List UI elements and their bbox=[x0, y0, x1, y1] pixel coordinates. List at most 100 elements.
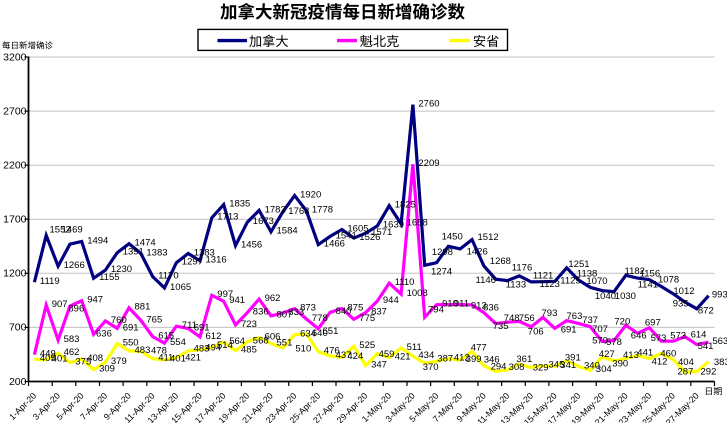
svg-text:412: 412 bbox=[652, 357, 668, 368]
svg-text:424: 424 bbox=[347, 351, 363, 362]
svg-text:634: 634 bbox=[300, 329, 316, 340]
svg-text:511: 511 bbox=[407, 342, 422, 353]
svg-text:2760: 2760 bbox=[418, 99, 439, 110]
svg-text:1119: 1119 bbox=[40, 276, 60, 287]
svg-text:778: 778 bbox=[312, 313, 328, 324]
svg-text:737: 737 bbox=[582, 315, 598, 326]
svg-text:427: 427 bbox=[599, 349, 615, 360]
svg-text:935: 935 bbox=[673, 298, 689, 309]
svg-text:573: 573 bbox=[670, 331, 686, 342]
svg-text:872: 872 bbox=[698, 305, 714, 316]
svg-text:912: 912 bbox=[471, 300, 487, 311]
svg-text:370: 370 bbox=[423, 362, 439, 373]
svg-text:401: 401 bbox=[170, 354, 186, 365]
svg-text:292: 292 bbox=[701, 366, 717, 377]
svg-text:1782: 1782 bbox=[265, 204, 286, 215]
svg-text:1012: 1012 bbox=[673, 286, 694, 297]
svg-text:837: 837 bbox=[371, 307, 387, 318]
svg-text:1008: 1008 bbox=[407, 288, 428, 299]
svg-text:1713: 1713 bbox=[217, 212, 238, 223]
svg-text:807: 807 bbox=[277, 310, 293, 321]
svg-text:1268: 1268 bbox=[490, 256, 511, 267]
svg-text:1121: 1121 bbox=[533, 270, 553, 281]
svg-text:483: 483 bbox=[194, 343, 210, 354]
svg-text:1605: 1605 bbox=[347, 223, 368, 234]
svg-text:1170: 1170 bbox=[158, 271, 178, 282]
svg-text:485: 485 bbox=[241, 345, 257, 356]
svg-text:1825: 1825 bbox=[395, 200, 416, 211]
svg-text:2700: 2700 bbox=[3, 105, 27, 117]
svg-text:399: 399 bbox=[466, 354, 482, 365]
svg-text:412: 412 bbox=[454, 353, 470, 364]
svg-text:564: 564 bbox=[229, 336, 245, 347]
svg-text:340: 340 bbox=[584, 360, 600, 371]
svg-text:346: 346 bbox=[484, 355, 500, 366]
svg-text:379: 379 bbox=[111, 356, 127, 367]
svg-text:383: 383 bbox=[714, 357, 727, 368]
svg-text:2200: 2200 bbox=[3, 160, 27, 172]
svg-text:748: 748 bbox=[504, 313, 520, 324]
svg-text:836: 836 bbox=[483, 303, 499, 314]
svg-text:387: 387 bbox=[437, 353, 453, 364]
svg-text:1078: 1078 bbox=[658, 275, 679, 286]
svg-text:462: 462 bbox=[64, 347, 80, 358]
svg-text:1030: 1030 bbox=[615, 291, 636, 302]
svg-text:308: 308 bbox=[509, 362, 525, 373]
svg-text:477: 477 bbox=[471, 343, 487, 354]
svg-text:997: 997 bbox=[217, 289, 233, 300]
svg-text:1673: 1673 bbox=[253, 216, 274, 227]
svg-text:1274: 1274 bbox=[431, 266, 452, 277]
svg-text:345: 345 bbox=[549, 360, 565, 371]
svg-text:706: 706 bbox=[528, 326, 544, 337]
svg-text:911: 911 bbox=[454, 299, 469, 310]
svg-text:697: 697 bbox=[645, 317, 661, 328]
svg-text:1266: 1266 bbox=[64, 260, 85, 271]
svg-text:570: 570 bbox=[592, 335, 608, 346]
svg-text:763: 763 bbox=[567, 311, 583, 322]
svg-text:1526: 1526 bbox=[359, 232, 380, 243]
svg-text:1768: 1768 bbox=[288, 206, 309, 217]
svg-text:550: 550 bbox=[123, 338, 139, 349]
svg-text:525: 525 bbox=[359, 340, 375, 351]
svg-text:1070: 1070 bbox=[586, 276, 607, 287]
svg-text:421: 421 bbox=[395, 352, 411, 363]
svg-text:1571: 1571 bbox=[371, 227, 392, 238]
svg-text:1133: 1133 bbox=[506, 280, 526, 291]
svg-text:720: 720 bbox=[614, 316, 630, 327]
svg-text:1835: 1835 bbox=[229, 199, 250, 210]
svg-text:347: 347 bbox=[371, 360, 387, 371]
svg-text:405: 405 bbox=[40, 353, 56, 364]
svg-text:636: 636 bbox=[96, 329, 112, 340]
svg-text:1778: 1778 bbox=[312, 205, 333, 216]
svg-text:1182: 1182 bbox=[625, 266, 645, 277]
svg-text:840: 840 bbox=[336, 306, 352, 317]
svg-text:1138: 1138 bbox=[577, 269, 597, 280]
svg-text:413: 413 bbox=[623, 350, 639, 361]
svg-text:449: 449 bbox=[40, 349, 56, 360]
svg-text:1383: 1383 bbox=[146, 247, 167, 258]
svg-text:200: 200 bbox=[9, 376, 27, 388]
svg-text:993: 993 bbox=[712, 289, 727, 300]
svg-text:735: 735 bbox=[493, 321, 509, 332]
svg-text:1639: 1639 bbox=[383, 220, 404, 231]
svg-text:646: 646 bbox=[631, 330, 647, 341]
svg-text:510: 510 bbox=[295, 343, 311, 354]
svg-text:1383: 1383 bbox=[194, 247, 215, 258]
svg-text:1156: 1156 bbox=[640, 268, 660, 279]
svg-text:691: 691 bbox=[123, 322, 139, 333]
svg-text:375: 375 bbox=[75, 357, 91, 368]
svg-text:408: 408 bbox=[87, 353, 103, 364]
svg-text:411: 411 bbox=[158, 353, 173, 364]
svg-text:711: 711 bbox=[182, 320, 197, 331]
svg-text:1065: 1065 bbox=[170, 282, 191, 293]
svg-text:1450: 1450 bbox=[442, 231, 463, 242]
svg-text:691: 691 bbox=[561, 325, 577, 336]
svg-text:612: 612 bbox=[206, 331, 222, 342]
svg-text:836: 836 bbox=[253, 307, 269, 318]
svg-text:1123: 1123 bbox=[540, 279, 560, 290]
svg-text:1141: 1141 bbox=[638, 280, 658, 291]
svg-text:873: 873 bbox=[300, 303, 316, 314]
svg-text:434: 434 bbox=[418, 350, 434, 361]
svg-text:309: 309 bbox=[99, 364, 115, 375]
svg-text:583: 583 bbox=[64, 334, 80, 345]
